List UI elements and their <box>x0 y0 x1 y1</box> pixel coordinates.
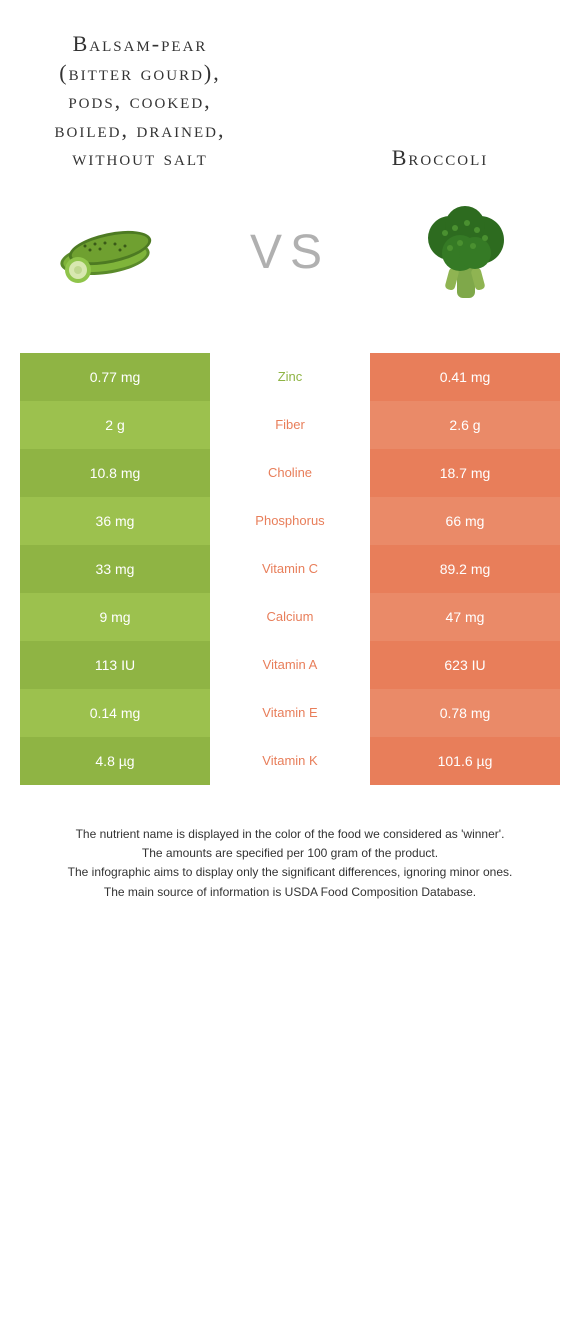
value-left: 4.8 µg <box>20 737 210 785</box>
table-row: 113 IUVitamin A623 IU <box>20 641 560 689</box>
table-row: 9 mgCalcium47 mg <box>20 593 560 641</box>
footer-line: The nutrient name is displayed in the co… <box>20 825 560 844</box>
footer-line: The infographic aims to display only the… <box>20 863 560 882</box>
bitter-gourd-icon <box>50 203 180 303</box>
table-row: 2 gFiber2.6 g <box>20 401 560 449</box>
table-row: 0.14 mgVitamin E0.78 mg <box>20 689 560 737</box>
table-row: 4.8 µgVitamin K101.6 µg <box>20 737 560 785</box>
value-right: 18.7 mg <box>370 449 560 497</box>
value-left: 36 mg <box>20 497 210 545</box>
footer-notes: The nutrient name is displayed in the co… <box>0 825 580 942</box>
nutrient-name: Calcium <box>210 593 370 641</box>
nutrient-name: Fiber <box>210 401 370 449</box>
nutrient-name: Vitamin C <box>210 545 370 593</box>
value-right: 0.41 mg <box>370 353 560 401</box>
nutrient-name: Vitamin A <box>210 641 370 689</box>
table-row: 36 mgPhosphorus66 mg <box>20 497 560 545</box>
vs-row: VS <box>0 193 580 353</box>
value-left: 9 mg <box>20 593 210 641</box>
broccoli-icon <box>400 203 530 303</box>
value-left: 2 g <box>20 401 210 449</box>
value-right: 66 mg <box>370 497 560 545</box>
value-right: 2.6 g <box>370 401 560 449</box>
nutrient-name: Vitamin K <box>210 737 370 785</box>
nutrient-table: 0.77 mgZinc0.41 mg2 gFiber2.6 g10.8 mgCh… <box>20 353 560 785</box>
value-right: 47 mg <box>370 593 560 641</box>
value-left: 0.77 mg <box>20 353 210 401</box>
table-row: 10.8 mgCholine18.7 mg <box>20 449 560 497</box>
table-row: 33 mgVitamin C89.2 mg <box>20 545 560 593</box>
nutrient-name: Choline <box>210 449 370 497</box>
value-right: 623 IU <box>370 641 560 689</box>
value-right: 0.78 mg <box>370 689 560 737</box>
value-left: 10.8 mg <box>20 449 210 497</box>
food-title-right: Broccoli <box>340 144 540 173</box>
food-title-left: Balsam-pear (bitter gourd), pods, cooked… <box>40 30 240 173</box>
value-left: 33 mg <box>20 545 210 593</box>
nutrient-name: Phosphorus <box>210 497 370 545</box>
footer-line: The amounts are specified per 100 gram o… <box>20 844 560 863</box>
vs-label: VS <box>250 225 330 280</box>
nutrient-name: Vitamin E <box>210 689 370 737</box>
value-left: 0.14 mg <box>20 689 210 737</box>
titles-row: Balsam-pear (bitter gourd), pods, cooked… <box>0 0 580 193</box>
value-left: 113 IU <box>20 641 210 689</box>
nutrient-name: Zinc <box>210 353 370 401</box>
value-right: 89.2 mg <box>370 545 560 593</box>
table-row: 0.77 mgZinc0.41 mg <box>20 353 560 401</box>
infographic-container: Balsam-pear (bitter gourd), pods, cooked… <box>0 0 580 942</box>
footer-line: The main source of information is USDA F… <box>20 883 560 902</box>
value-right: 101.6 µg <box>370 737 560 785</box>
